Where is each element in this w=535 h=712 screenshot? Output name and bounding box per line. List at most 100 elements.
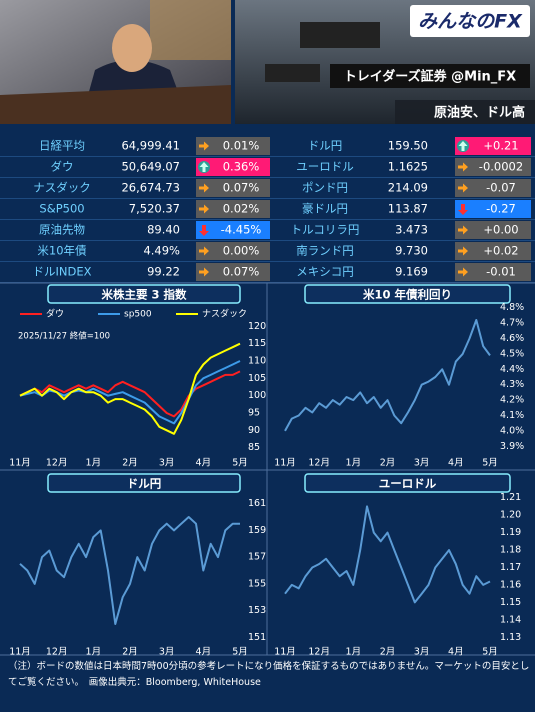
- banner: トレイダーズ証券 @Min_FX: [344, 69, 516, 85]
- change-cell: [212, 263, 270, 281]
- market-value: 50,649.07: [121, 160, 180, 174]
- market-name: 日経平均: [39, 139, 85, 153]
- market-value: 64,999.41: [121, 139, 180, 153]
- arrow-flat: [458, 267, 468, 277]
- market-value: 3.473: [395, 223, 428, 237]
- arrow-up: [458, 141, 468, 151]
- change-cell: [471, 179, 531, 197]
- photo-face: [112, 24, 152, 72]
- chart-title: 米株主要 3 指数: [100, 288, 187, 302]
- market-name: ドルINDEX: [33, 265, 92, 279]
- x-tick-label: 4月: [448, 458, 464, 469]
- x-tick-label: 2月: [122, 647, 138, 657]
- x-tick-label: 11月: [274, 647, 296, 657]
- data-line: [19, 370, 241, 418]
- legend-label: ナスダック: [202, 308, 247, 320]
- legend-label: sp500: [124, 310, 152, 320]
- banner-box: [330, 64, 530, 88]
- y-tick-label: 120: [248, 321, 266, 332]
- y-tick-label: 115: [248, 338, 266, 349]
- market-name: S&P500: [39, 202, 84, 216]
- market-table: 日経平均 64,999.41 0.01% ドル円 159.50 +0.21 ダウ 50,649…: [0, 137, 535, 283]
- market-change: -0.01: [486, 265, 516, 279]
- y-tick-label: 157: [248, 552, 266, 563]
- change-cell: [471, 137, 531, 155]
- y-tick-label: 155: [248, 578, 266, 589]
- x-tick-label: 1月: [346, 647, 362, 657]
- x-tick-label: 1月: [346, 458, 362, 469]
- x-tick-label: 2月: [380, 647, 396, 657]
- y-tick-label: 100: [248, 390, 266, 401]
- y-tick-label: 1.16: [500, 579, 521, 590]
- y-tick-label: 153: [248, 605, 266, 616]
- y-tick-label: 1.13: [500, 632, 521, 643]
- change-cell: [212, 242, 270, 260]
- market-name: メキシコ円: [296, 265, 354, 279]
- y-tick-label: 1.15: [500, 597, 521, 608]
- y-tick-label: 1.14: [500, 614, 521, 625]
- y-tick-label: 4.6%: [500, 333, 524, 344]
- x-tick-label: 4月: [196, 647, 212, 657]
- y-tick-label: 1.20: [500, 510, 521, 521]
- market-value: 159.50: [388, 139, 428, 153]
- market-name: 米10年債: [37, 244, 87, 258]
- y-tick-label: 161: [248, 498, 266, 509]
- change-cell: [212, 221, 270, 239]
- x-tick-label: 11月: [274, 458, 296, 469]
- logo: みんなのFX: [418, 11, 523, 33]
- logo-box: [410, 5, 530, 37]
- market-change: 0.07%: [223, 181, 260, 195]
- y-tick-label: 4.2%: [500, 395, 524, 406]
- arrow-flat: [199, 267, 209, 277]
- market-change: 0.02%: [223, 202, 260, 216]
- title-box: [304, 473, 511, 493]
- arrow-down: [199, 225, 209, 236]
- chart-title: ユーロドル: [379, 477, 437, 491]
- x-tick-label: 5月: [482, 458, 498, 469]
- market-name: 豪ドル円: [302, 202, 348, 216]
- arrow-flat: [199, 183, 209, 193]
- change-cell: [212, 200, 270, 218]
- y-tick-label: 4.4%: [500, 364, 524, 375]
- title-box: [47, 473, 241, 493]
- arrow-flat: [458, 183, 468, 193]
- y-tick-label: 85: [248, 442, 260, 453]
- arrow-flat: [458, 225, 468, 235]
- change-cell: [471, 242, 531, 260]
- photo-frame: [150, 0, 231, 60]
- y-tick-label: 4.5%: [500, 348, 524, 359]
- x-tick-label: 11月: [9, 458, 31, 469]
- market-value: 9.730: [395, 244, 428, 258]
- y-tick-label: 1.21: [500, 492, 521, 503]
- market-value: 9.169: [395, 265, 428, 279]
- y-tick-label: 105: [248, 373, 266, 384]
- y-tick-label: 1.19: [500, 527, 521, 538]
- market-name: ポンド円: [302, 181, 348, 195]
- legend-label: ダウ: [46, 308, 64, 320]
- market-name: ナスダック: [33, 181, 91, 195]
- arrow-flat: [199, 246, 209, 256]
- change-cell: [212, 179, 270, 197]
- y-tick-label: 90: [248, 425, 260, 436]
- market-name: 原油先物: [39, 223, 85, 237]
- data-line: [19, 342, 241, 435]
- x-tick-label: 1月: [86, 458, 102, 469]
- x-tick-label: 12月: [46, 458, 68, 469]
- x-tick-label: 12月: [308, 647, 330, 657]
- arrow-flat: [458, 246, 468, 256]
- market-value: 113.87: [388, 202, 428, 216]
- market-change: -0.0002: [479, 160, 523, 174]
- y-tick-label: 3.9%: [500, 441, 524, 452]
- photo-sign: [265, 64, 320, 82]
- market-change: -0.27: [486, 202, 516, 216]
- board: みんなのFX トレイダーズ証券 @Min_FX 原油安、ドル高 日経平均 64,9…: [0, 0, 535, 656]
- y-tick-label: 4.1%: [500, 410, 524, 421]
- y-tick-label: 95: [248, 407, 260, 418]
- market-change: +0.21: [483, 139, 518, 153]
- x-tick-label: 3月: [414, 647, 430, 657]
- panel-borders: [0, 282, 535, 656]
- y-tick-label: 4.0%: [500, 425, 524, 436]
- market-change: +0.00: [483, 223, 518, 237]
- market-name: 南ランド円: [296, 244, 354, 258]
